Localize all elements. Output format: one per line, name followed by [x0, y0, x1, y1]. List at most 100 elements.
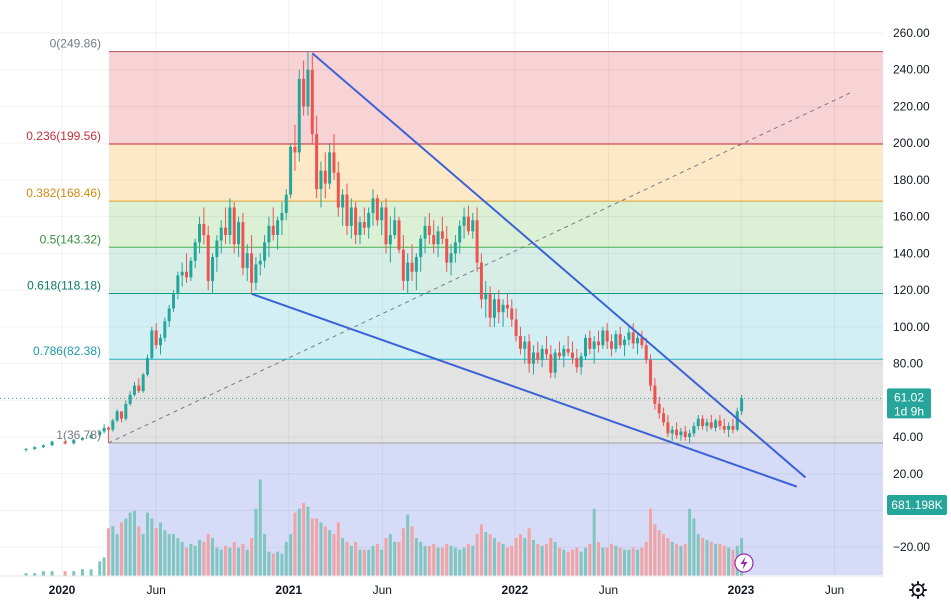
- volume-bar: [640, 547, 644, 577]
- candle-body: [475, 220, 479, 263]
- price-tick-label: 40.00: [893, 430, 923, 444]
- candle-body: [592, 341, 596, 349]
- candle-body: [445, 238, 449, 263]
- candle: [345, 183, 349, 236]
- candle: [354, 201, 358, 245]
- volume-bar: [466, 543, 470, 577]
- volume-bar: [384, 538, 388, 577]
- candle-body: [536, 352, 540, 360]
- fib-labels: 0(249.86) 0.236(199.56) 0.382(168.46) 0.5(1…: [26, 37, 101, 442]
- time-axis[interactable]: 2020 Jun 2021 Jun 2022 Jun 2023 Jun: [0, 575, 951, 605]
- volume-bar: [397, 541, 401, 577]
- candle-body: [332, 152, 336, 173]
- candle-body: [575, 358, 579, 368]
- fib-band: [109, 51, 883, 145]
- volume-bar: [176, 538, 180, 577]
- price-tick-label: 160.00: [893, 210, 930, 224]
- fib-label: 1(36.78): [56, 428, 101, 442]
- trend-lines[interactable]: [108, 52, 853, 488]
- volume-bar: [488, 534, 492, 577]
- candle: [371, 189, 375, 226]
- candle: [705, 418, 709, 432]
- candle: [410, 244, 414, 281]
- candle-body: [401, 249, 405, 281]
- volume-bar: [449, 545, 453, 577]
- candle: [145, 354, 149, 377]
- candle-body: [224, 227, 228, 236]
- candle-body: [128, 394, 132, 404]
- candle-body: [302, 78, 306, 107]
- candle: [570, 341, 574, 364]
- volume-bar: [614, 545, 618, 577]
- last-price-badge: [887, 388, 931, 419]
- candle-body: [666, 422, 670, 434]
- candle: [297, 69, 301, 162]
- candle: [432, 220, 436, 254]
- candle-body: [193, 242, 197, 261]
- candle: [380, 201, 384, 236]
- candle-body: [618, 334, 622, 346]
- volume-bar: [505, 547, 509, 577]
- replay-flash-icon[interactable]: [734, 553, 754, 573]
- candle: [666, 415, 670, 438]
- candle-body: [406, 262, 410, 281]
- candle: [592, 336, 596, 364]
- settings-gear-icon[interactable]: [909, 581, 927, 599]
- candle: [111, 418, 115, 432]
- candle: [254, 257, 258, 291]
- volume-bar: [401, 528, 405, 577]
- volume-bar: [531, 539, 535, 577]
- candle: [731, 418, 735, 434]
- volume-bar: [583, 547, 587, 577]
- volume-bar: [354, 541, 358, 577]
- volume-bar: [705, 539, 709, 577]
- candle-body: [163, 321, 167, 338]
- candle: [527, 334, 531, 373]
- candle-body: [527, 341, 531, 364]
- volume-bar: [159, 522, 163, 577]
- candle-body: [176, 275, 180, 294]
- volume-bar: [610, 543, 614, 577]
- candle-body: [640, 337, 644, 346]
- candle-body: [432, 235, 436, 245]
- volume-bar: [662, 534, 666, 577]
- candle-body: [145, 358, 149, 375]
- candle-body: [557, 352, 561, 357]
- fib-label: 0.786(82.38): [33, 344, 101, 358]
- candle-body: [514, 319, 518, 337]
- volume-bar: [315, 518, 319, 577]
- candle: [518, 326, 522, 355]
- candle: [267, 216, 271, 258]
- candle-body: [605, 330, 609, 342]
- volume-bar: [675, 543, 679, 577]
- candle-body: [696, 418, 700, 427]
- volume-bar: [145, 512, 149, 577]
- candle-body: [297, 78, 301, 153]
- candle-body: [670, 429, 674, 434]
- candle: [531, 345, 535, 375]
- fib-label: 0.618(118.18): [27, 278, 101, 292]
- volume-bar: [579, 551, 583, 577]
- volume-bar: [714, 543, 718, 577]
- candle-body: [662, 413, 666, 423]
- candle: [41, 444, 45, 449]
- volume-bar: [462, 547, 466, 577]
- volume-bar: [323, 526, 327, 577]
- candle-body: [245, 253, 249, 269]
- candle: [115, 409, 119, 423]
- candle: [328, 143, 332, 190]
- volume-bar: [406, 514, 410, 577]
- candle-body: [111, 420, 115, 430]
- candle-body: [649, 359, 653, 386]
- candle-body: [479, 262, 483, 300]
- candle: [193, 238, 197, 269]
- time-tick-label: Jun: [599, 583, 618, 597]
- volume-bar: [549, 538, 553, 577]
- candle-series[interactable]: [24, 51, 744, 452]
- candle-body: [427, 225, 431, 236]
- candle: [306, 51, 310, 116]
- price-tick-label: 20.00: [893, 467, 923, 481]
- candle: [50, 440, 54, 447]
- trend-line-lower: [251, 292, 798, 488]
